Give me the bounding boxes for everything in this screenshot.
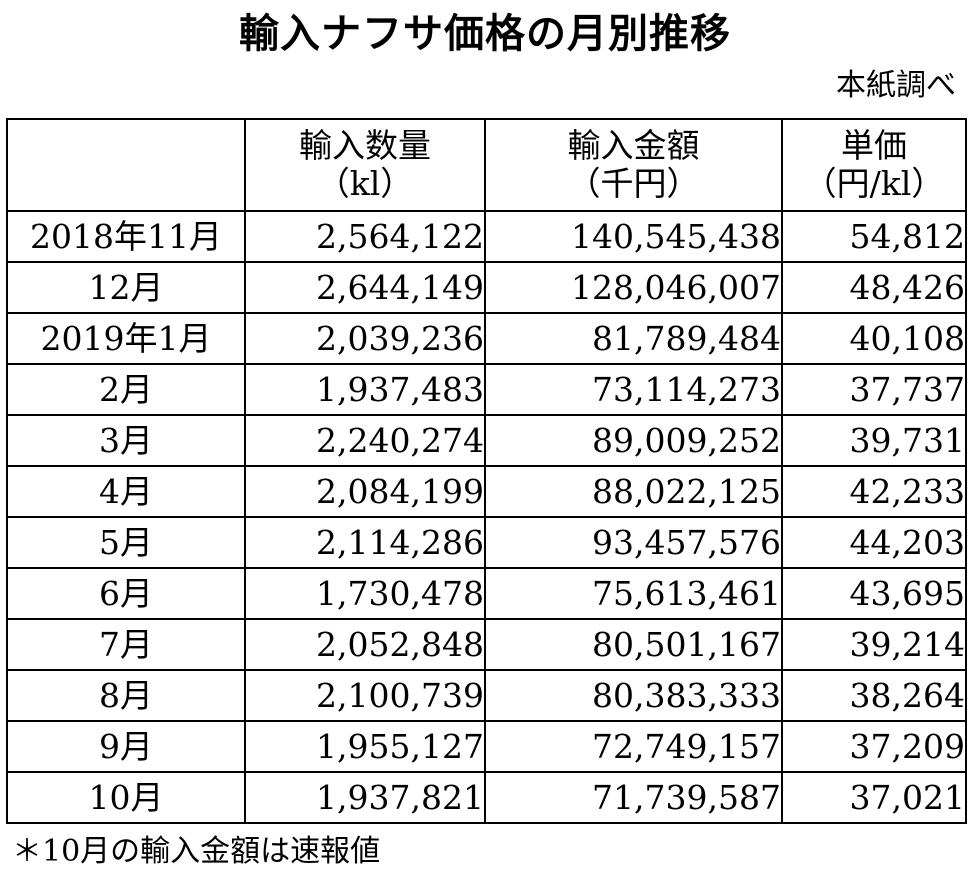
cell-quantity: 2,564,122 [244,210,486,263]
cell-price: 37,021 [781,771,967,824]
cell-price: 54,812 [781,210,967,263]
header-row: 輸入数量 （kl） 輸入金額 （千円） 単価 （円/kl） [6,118,967,212]
cell-month: 5月 [6,516,246,569]
cell-quantity: 2,084,199 [244,465,486,518]
table-row: 6月 1,730,478 75,613,461 43,695 [6,567,967,620]
cell-amount: 88,022,125 [484,465,783,518]
cell-amount: 72,749,157 [484,720,783,773]
header-amount-label: 輸入金額 [567,126,700,165]
naphtha-import-table: 輸入数量 （kl） 輸入金額 （千円） 単価 （円/kl） 2018年11月 2,… [6,118,967,824]
cell-quantity: 2,644,149 [244,261,486,314]
cell-price: 48,426 [781,261,967,314]
cell-quantity: 1,730,478 [244,567,486,620]
cell-amount: 81,789,484 [484,312,783,365]
table-row: 10月 1,937,821 71,739,587 37,021 [6,771,967,824]
cell-quantity: 1,937,821 [244,771,486,824]
cell-amount: 80,383,333 [484,669,783,722]
cell-amount: 75,613,461 [484,567,783,620]
table-row: 2月 1,937,483 73,114,273 37,737 [6,363,967,416]
cell-amount: 140,545,438 [484,210,783,263]
cell-amount: 71,739,587 [484,771,783,824]
table-row: 2019年1月 2,039,236 81,789,484 40,108 [6,312,967,365]
table-row: 12月 2,644,149 128,046,007 48,426 [6,261,967,314]
cell-month: 2月 [6,363,246,416]
table-row: 7月 2,052,848 80,501,167 39,214 [6,618,967,671]
cell-quantity: 2,052,848 [244,618,486,671]
header-quantity: 輸入数量 （kl） [244,118,486,212]
table-row: 3月 2,240,274 89,009,252 39,731 [6,414,967,467]
table-row: 9月 1,955,127 72,749,157 37,209 [6,720,967,773]
cell-month: 6月 [6,567,246,620]
source-note: 本紙調べ [836,68,956,103]
cell-quantity: 2,114,286 [244,516,486,569]
cell-quantity: 1,955,127 [244,720,486,773]
cell-month: 4月 [6,465,246,518]
cell-price: 39,731 [781,414,967,467]
cell-quantity: 2,039,236 [244,312,486,365]
cell-month: 9月 [6,720,246,773]
header-quantity-unit: （kl） [316,164,414,203]
cell-price: 40,108 [781,312,967,365]
header-price-unit: （円/kl） [803,164,945,203]
header-price: 単価 （円/kl） [781,118,967,212]
cell-month: 8月 [6,669,246,722]
header-quantity-label: 輸入数量 [299,126,431,165]
cell-price: 38,264 [781,669,967,722]
table-row: 2018年11月 2,564,122 140,545,438 54,812 [6,210,967,263]
table-row: 5月 2,114,286 93,457,576 44,203 [6,516,967,569]
cell-month: 10月 [6,771,246,824]
cell-amount: 89,009,252 [484,414,783,467]
cell-month: 12月 [6,261,246,314]
header-month [6,118,246,212]
page-title: 輸入ナフサ価格の月別推移 [239,11,731,57]
cell-price: 42,233 [781,465,967,518]
cell-month: 7月 [6,618,246,671]
cell-price: 39,214 [781,618,967,671]
table-body: 2018年11月 2,564,122 140,545,438 54,812 12月 2,6… [6,210,967,824]
cell-amount: 93,457,576 [484,516,783,569]
cell-month: 3月 [6,414,246,467]
header-amount-unit: （千円） [567,164,700,203]
footnote: ＊10月の輸入金額は速報値 [12,834,381,869]
cell-month: 2019年1月 [6,312,246,365]
table-row: 4月 2,084,199 88,022,125 42,233 [6,465,967,518]
header-amount: 輸入金額 （千円） [484,118,783,212]
cell-month: 2018年11月 [6,210,246,263]
cell-quantity: 1,937,483 [244,363,486,416]
cell-quantity: 2,240,274 [244,414,486,467]
cell-price: 37,209 [781,720,967,773]
cell-price: 37,737 [781,363,967,416]
cell-quantity: 2,100,739 [244,669,486,722]
cell-amount: 73,114,273 [484,363,783,416]
cell-amount: 80,501,167 [484,618,783,671]
cell-price: 44,203 [781,516,967,569]
cell-amount: 128,046,007 [484,261,783,314]
table-row: 8月 2,100,739 80,383,333 38,264 [6,669,967,722]
cell-price: 43,695 [781,567,967,620]
header-price-label: 単価 [841,126,907,165]
